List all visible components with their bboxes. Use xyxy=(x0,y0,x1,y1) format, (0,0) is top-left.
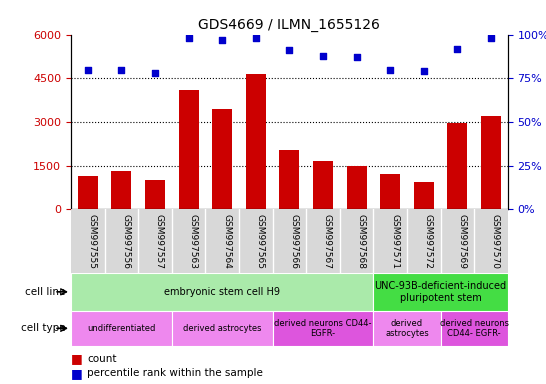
Text: GSM997568: GSM997568 xyxy=(357,214,366,269)
Point xyxy=(251,35,260,41)
Text: GSM997557: GSM997557 xyxy=(155,214,164,269)
Bar xyxy=(145,180,165,209)
Text: cell line: cell line xyxy=(25,287,66,297)
Bar xyxy=(380,174,400,209)
Point xyxy=(319,53,328,59)
Text: ■: ■ xyxy=(71,353,83,366)
Text: UNC-93B-deficient-induced
pluripotent stem: UNC-93B-deficient-induced pluripotent st… xyxy=(375,281,507,303)
Bar xyxy=(111,171,132,209)
Bar xyxy=(481,116,501,209)
Bar xyxy=(179,90,199,209)
Text: GSM997556: GSM997556 xyxy=(121,214,130,269)
Text: ■: ■ xyxy=(71,367,83,380)
Bar xyxy=(71,311,172,346)
Bar xyxy=(78,176,98,209)
Text: GSM997567: GSM997567 xyxy=(323,214,332,269)
Text: undifferentiated: undifferentiated xyxy=(87,324,156,333)
Text: derived astrocytes: derived astrocytes xyxy=(183,324,262,333)
Text: GSM997563: GSM997563 xyxy=(188,214,198,269)
Bar xyxy=(373,273,508,311)
Point xyxy=(419,68,428,74)
Point xyxy=(84,66,92,73)
Text: derived neurons CD44-
EGFR-: derived neurons CD44- EGFR- xyxy=(274,319,372,338)
Bar xyxy=(313,161,333,209)
Point xyxy=(151,70,159,76)
Text: count: count xyxy=(87,354,117,364)
Text: GSM997564: GSM997564 xyxy=(222,214,231,269)
Text: derived neurons
CD44- EGFR-: derived neurons CD44- EGFR- xyxy=(440,319,509,338)
Text: GSM997566: GSM997566 xyxy=(289,214,298,269)
Point xyxy=(453,45,462,51)
Bar xyxy=(447,123,467,209)
Bar xyxy=(71,273,373,311)
Point xyxy=(117,66,126,73)
Text: GSM997569: GSM997569 xyxy=(458,214,466,269)
Text: cell type: cell type xyxy=(21,323,66,333)
Bar xyxy=(414,182,434,209)
Bar xyxy=(373,311,441,346)
Point xyxy=(218,37,227,43)
Text: GSM997555: GSM997555 xyxy=(88,214,97,269)
Text: derived
astrocytes: derived astrocytes xyxy=(385,319,429,338)
Bar xyxy=(172,311,272,346)
Text: embryonic stem cell H9: embryonic stem cell H9 xyxy=(164,287,280,297)
Bar xyxy=(212,109,232,209)
Text: GSM997565: GSM997565 xyxy=(256,214,265,269)
Bar xyxy=(441,311,508,346)
Point xyxy=(184,35,193,41)
Bar xyxy=(347,166,367,209)
Bar xyxy=(246,74,266,209)
Text: GSM997570: GSM997570 xyxy=(491,214,500,269)
Bar xyxy=(280,150,299,209)
Text: GSM997572: GSM997572 xyxy=(424,214,433,269)
Bar xyxy=(272,311,373,346)
Point xyxy=(285,47,294,53)
Text: percentile rank within the sample: percentile rank within the sample xyxy=(87,368,263,378)
Text: GSM997571: GSM997571 xyxy=(390,214,399,269)
Point xyxy=(486,35,495,41)
Point xyxy=(386,66,395,73)
Title: GDS4669 / ILMN_1655126: GDS4669 / ILMN_1655126 xyxy=(198,18,381,32)
Point xyxy=(352,54,361,60)
